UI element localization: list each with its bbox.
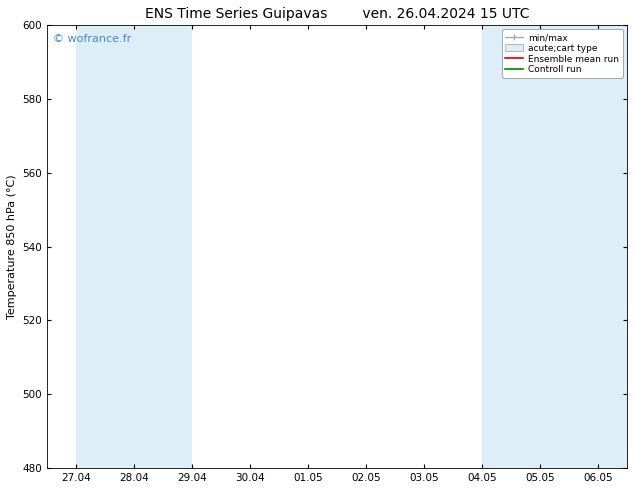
Bar bbox=[540, 25, 598, 468]
Legend: min/max, acute;cart type, Ensemble mean run, Controll run: min/max, acute;cart type, Ensemble mean … bbox=[501, 29, 623, 78]
Bar bbox=[134, 25, 192, 468]
Text: © wofrance.fr: © wofrance.fr bbox=[53, 34, 131, 44]
Y-axis label: Temperature 850 hPa (°C): Temperature 850 hPa (°C) bbox=[7, 174, 17, 319]
Bar bbox=[482, 25, 540, 468]
Bar bbox=[76, 25, 134, 468]
Title: ENS Time Series Guipavas        ven. 26.04.2024 15 UTC: ENS Time Series Guipavas ven. 26.04.2024… bbox=[145, 7, 529, 21]
Bar bbox=[598, 25, 627, 468]
